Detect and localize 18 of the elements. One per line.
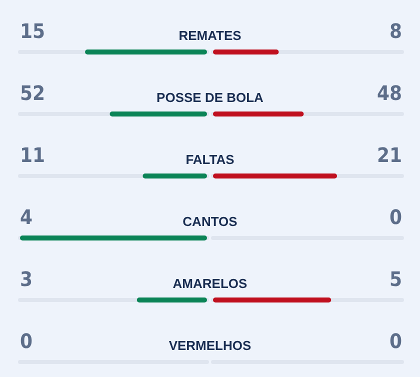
data-label: 0 [389,205,402,229]
data-label: 52 [20,81,46,105]
category-label: POSSE DE BOLA [156,90,264,105]
data-label: 11 [20,143,46,167]
data-label: 21 [376,143,402,167]
category-label: CANTOS [182,214,238,229]
data-label: 15 [20,19,46,43]
data-label: 0 [389,329,402,353]
data-label: 48 [376,81,402,105]
category-label: AMARELOS [172,276,248,291]
data-label: 8 [389,19,402,43]
data-label: 0 [20,329,33,353]
category-label: FALTAS [186,152,235,167]
data-label: 3 [20,267,33,291]
data-label: 5 [389,267,402,291]
category-label: VERMELHOS [168,338,252,353]
category-label: REMATES [178,28,242,43]
data-label: 4 [20,205,33,229]
